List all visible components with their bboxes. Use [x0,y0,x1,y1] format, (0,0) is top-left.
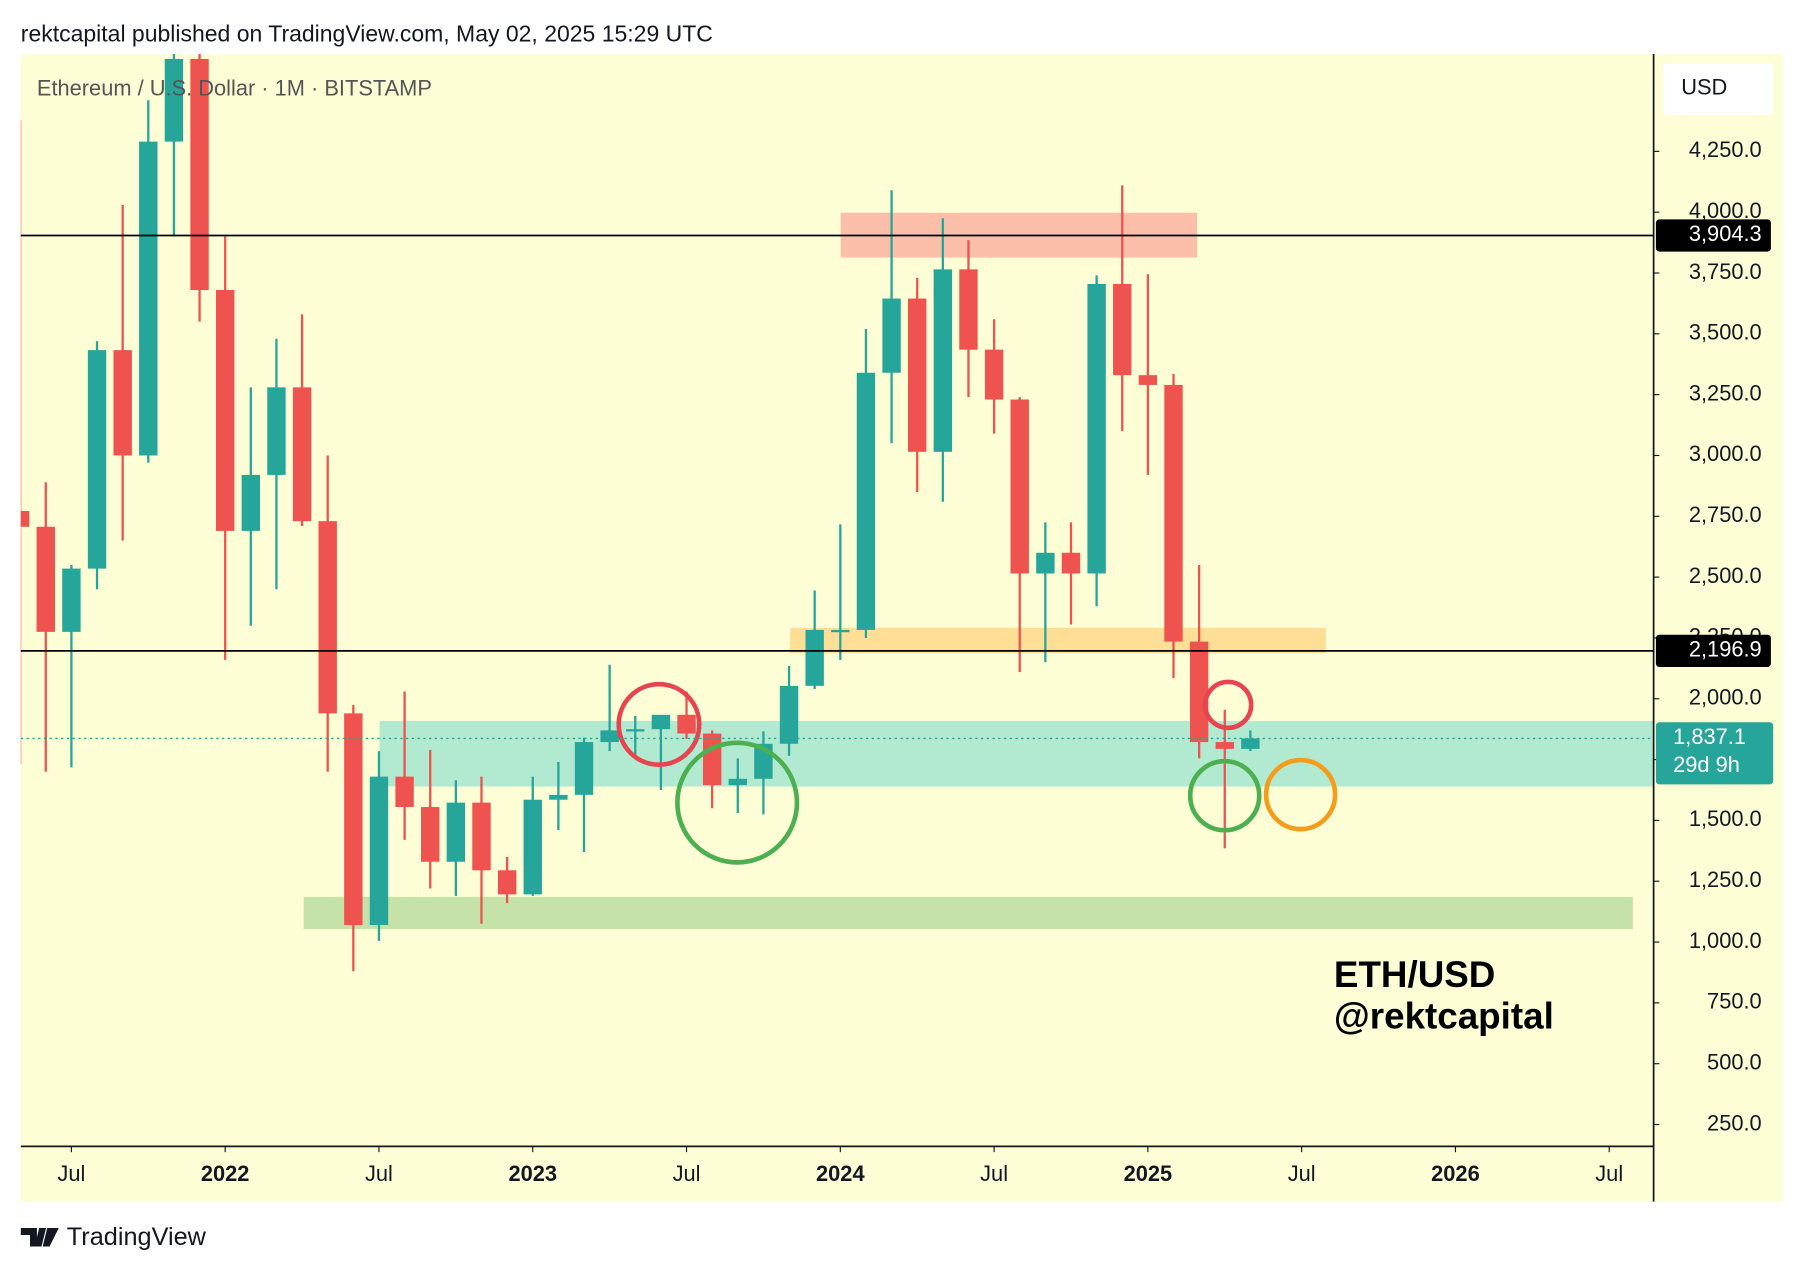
candle-body [139,141,158,456]
level-box [1655,634,1771,667]
candle-body [984,349,1004,400]
candle-body [318,521,337,714]
y-tick-label: 3,000.0 [1689,441,1762,466]
x-tick-label: Jul [1595,1161,1623,1186]
countdown-label: 29d 9h [1673,752,1740,777]
candle-body [626,729,645,732]
last-price-label: 1,837.1 [1673,724,1746,749]
logo [20,1228,59,1247]
candle-body [677,714,696,734]
candle-body [1241,738,1260,749]
candle-body [472,802,491,871]
candle-body [421,807,440,862]
y-tick-label: 250.0 [1707,1110,1762,1135]
circles [616,679,1338,865]
demand-zone [303,896,1633,930]
currency-box [1662,63,1774,115]
candle-body [215,290,235,531]
x-tick-label: Jul [365,1161,393,1186]
candle-body [164,58,184,142]
circle [1187,758,1262,833]
candle-body [523,799,542,895]
footer: TradingView [67,1223,207,1251]
candle-body [113,350,132,456]
candle-body [933,269,953,452]
candle-body [1010,399,1029,574]
last-price-box [1655,722,1774,785]
candle-body [62,568,81,632]
candle-body [369,776,389,926]
candle-body [190,58,209,291]
candle-body [856,372,876,630]
candle-body [292,387,312,522]
circle [1263,757,1338,832]
y-tick-label: 3,750.0 [1689,259,1762,284]
header: rektcapital published on TradingView.com… [21,21,713,47]
x-tick-label: Jul [673,1161,701,1186]
candle-body [36,526,55,632]
support-zone [790,627,1326,654]
y-tick-label: 2,750.0 [1689,502,1762,527]
y-tick-label: 1,250.0 [1689,867,1762,892]
candle-body [574,742,594,795]
y-tick-label: 1,000.0 [1689,928,1762,953]
y-tick-label: 750.0 [1707,989,1762,1014]
annotation: ETH/USD [1334,954,1495,995]
candle-body [344,713,363,926]
candle-body [728,778,747,786]
candle-body [549,794,568,800]
candle-body [908,298,927,452]
candle-body [241,474,261,531]
x-tick-label: Jul [1288,1161,1316,1186]
circle [616,681,702,767]
y-tick-label: 500.0 [1707,1049,1762,1074]
candle-body [395,776,414,808]
candle-body [779,685,799,744]
circle [1202,679,1254,731]
candle-body [1138,375,1158,385]
candle-body [831,629,850,633]
annotation: @rektcapital [1334,995,1554,1036]
y-tick-label: 2,000.0 [1689,685,1762,710]
currency: USD [1681,74,1727,99]
candle-body [1189,641,1209,743]
candle-body [959,269,978,350]
candle-body [1215,742,1234,749]
candle-body [1087,283,1106,574]
candle-body [20,510,30,527]
y-tick-label: 4,000.0 [1689,198,1762,223]
candle-body [805,629,824,686]
x-tick-label: Jul [980,1161,1008,1186]
x-tick-label: 2025 [1124,1161,1173,1186]
candle-body [497,870,517,895]
candle-body [1036,552,1055,574]
candle-body [600,730,619,743]
x-tick-label: 2024 [816,1161,865,1186]
candle-body [1164,384,1183,642]
symbol-title: Ethereum / U.S. Dollar · 1M · BITSTAMP [37,75,432,100]
y-tick-label: 1,500.0 [1689,806,1762,831]
range-zone [379,720,1654,787]
candle-body [267,387,286,475]
candle-body [882,298,901,373]
candle-body [87,350,107,569]
level-box [1655,219,1771,252]
y-tick-label: 3,250.0 [1689,380,1762,405]
candle-body [702,733,722,786]
level-label: 3,904.3 [1689,221,1762,246]
candle-body [1061,552,1081,574]
level-label: 2,196.9 [1689,637,1762,662]
candle-body [651,714,671,730]
circle [675,740,800,865]
candle-body [1113,283,1132,376]
x-tick-label: Jul [57,1161,85,1186]
y-tick-label: 2,500.0 [1689,563,1762,588]
x-tick-label: 2022 [201,1161,250,1186]
x-tick-label: 2026 [1431,1161,1480,1186]
x-tick-label: 2023 [508,1161,557,1186]
y-tick-label: 4,250.0 [1689,137,1762,162]
y-tick-label: 3,500.0 [1689,320,1762,345]
candle-body [446,802,466,862]
